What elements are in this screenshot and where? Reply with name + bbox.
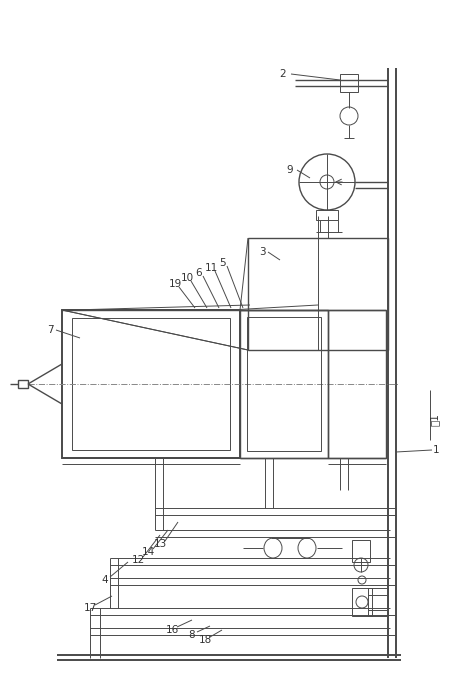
Bar <box>247 317 321 451</box>
Bar <box>248 238 388 350</box>
Text: 12: 12 <box>131 555 145 565</box>
Text: 19: 19 <box>168 279 182 289</box>
Bar <box>352 540 370 562</box>
Bar <box>368 588 388 616</box>
Text: 图1: 图1 <box>430 414 440 426</box>
Text: 5: 5 <box>219 258 226 268</box>
Bar <box>72 318 230 450</box>
Text: 18: 18 <box>199 635 211 645</box>
Text: 3: 3 <box>259 247 265 257</box>
Text: 1: 1 <box>433 445 439 455</box>
Bar <box>316 210 338 220</box>
Text: 16: 16 <box>165 625 179 635</box>
Text: 14: 14 <box>141 547 155 557</box>
Text: 7: 7 <box>46 325 53 335</box>
Bar <box>352 588 372 616</box>
Text: 9: 9 <box>287 165 293 175</box>
Bar <box>328 310 386 458</box>
Text: 17: 17 <box>83 603 97 613</box>
Bar <box>340 74 358 92</box>
Text: 4: 4 <box>102 575 109 585</box>
Text: 10: 10 <box>181 273 193 283</box>
Text: 6: 6 <box>196 268 202 278</box>
Bar <box>62 310 240 458</box>
Text: 2: 2 <box>280 69 286 79</box>
Text: 13: 13 <box>154 539 167 549</box>
Text: 8: 8 <box>189 630 195 640</box>
Text: 11: 11 <box>204 263 218 273</box>
Bar <box>240 310 328 458</box>
Bar <box>18 380 28 388</box>
